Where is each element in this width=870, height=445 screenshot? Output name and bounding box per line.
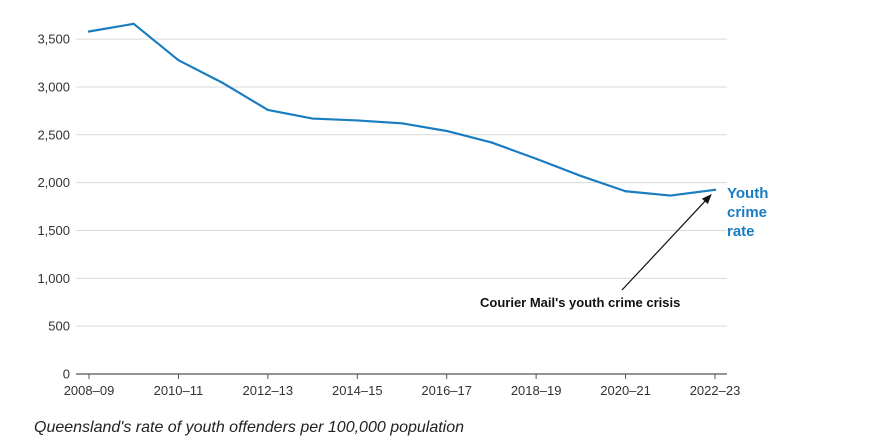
data-point xyxy=(311,117,314,120)
data-point xyxy=(400,122,404,125)
chart-caption: Queensland's rate of youth offenders per… xyxy=(34,419,465,436)
data-point xyxy=(490,141,493,144)
data-point xyxy=(669,194,672,197)
data-point xyxy=(535,157,538,160)
data-point xyxy=(445,129,448,133)
data-point xyxy=(356,119,359,122)
labels: 0 500 1,000 1,500 2,000 2,500 3,000 3,500 2008–0… xyxy=(37,32,768,398)
y-tick-label: 2,000 xyxy=(37,175,70,190)
data-point xyxy=(177,59,180,62)
x-tick-label: 2018–19 xyxy=(511,383,562,398)
y-tick-label: 2,500 xyxy=(37,127,70,142)
x-tick-label: 2012–13 xyxy=(243,383,294,398)
x-tick-label: 2014–15 xyxy=(332,383,383,398)
x-tick-label: 2022–23 xyxy=(690,383,741,398)
x-tick-label: 2008–09 xyxy=(64,383,115,398)
data-point xyxy=(87,30,91,33)
y-tick-label: 1,500 xyxy=(37,223,70,238)
x-tick-label: 2020–21 xyxy=(600,383,651,398)
x-tick-label: 2016–17 xyxy=(421,383,472,398)
series-line-youth-crime-rate xyxy=(87,22,717,197)
annotation-arrow xyxy=(621,194,712,291)
series-label-line: rate xyxy=(727,223,755,240)
y-tick-label: 3,500 xyxy=(37,32,70,47)
data-point xyxy=(266,108,269,112)
axes xyxy=(76,373,727,379)
data-point xyxy=(713,188,717,191)
y-tick-label: 500 xyxy=(48,319,70,334)
gridlines xyxy=(76,38,727,327)
series xyxy=(87,22,717,197)
x-tick-label: 2010–11 xyxy=(154,383,204,398)
data-point xyxy=(624,190,627,193)
y-tick-label: 0 xyxy=(63,367,70,382)
series-label-line: crime xyxy=(727,204,767,221)
annotation-text: Courier Mail's youth crime crisis xyxy=(480,295,680,310)
y-tick-label: 1,000 xyxy=(37,271,70,286)
series-label-line: Youth xyxy=(727,185,768,202)
y-tick-label: 3,000 xyxy=(37,79,70,94)
data-point xyxy=(222,82,225,85)
data-point xyxy=(579,174,582,178)
data-point xyxy=(132,22,135,25)
